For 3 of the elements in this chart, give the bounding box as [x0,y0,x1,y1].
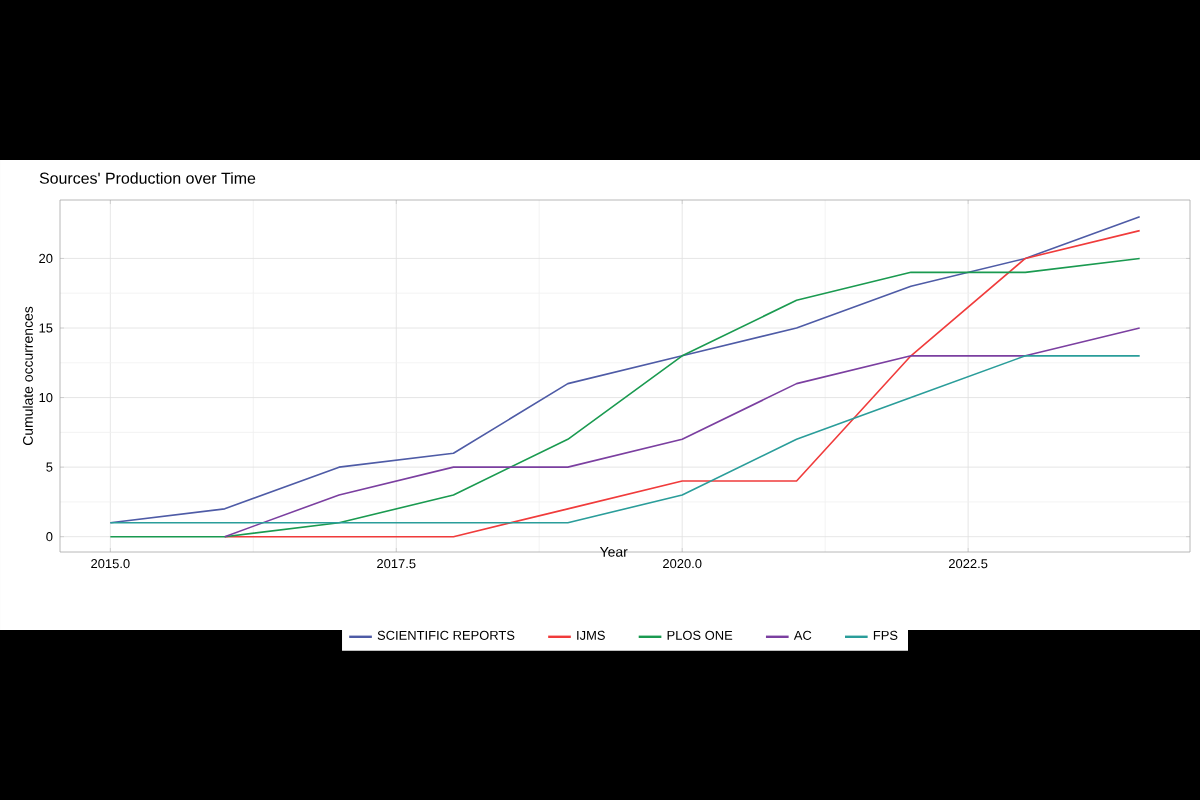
line-series [109,257,1141,538]
line-series [109,215,1141,524]
line-series [223,327,1141,538]
